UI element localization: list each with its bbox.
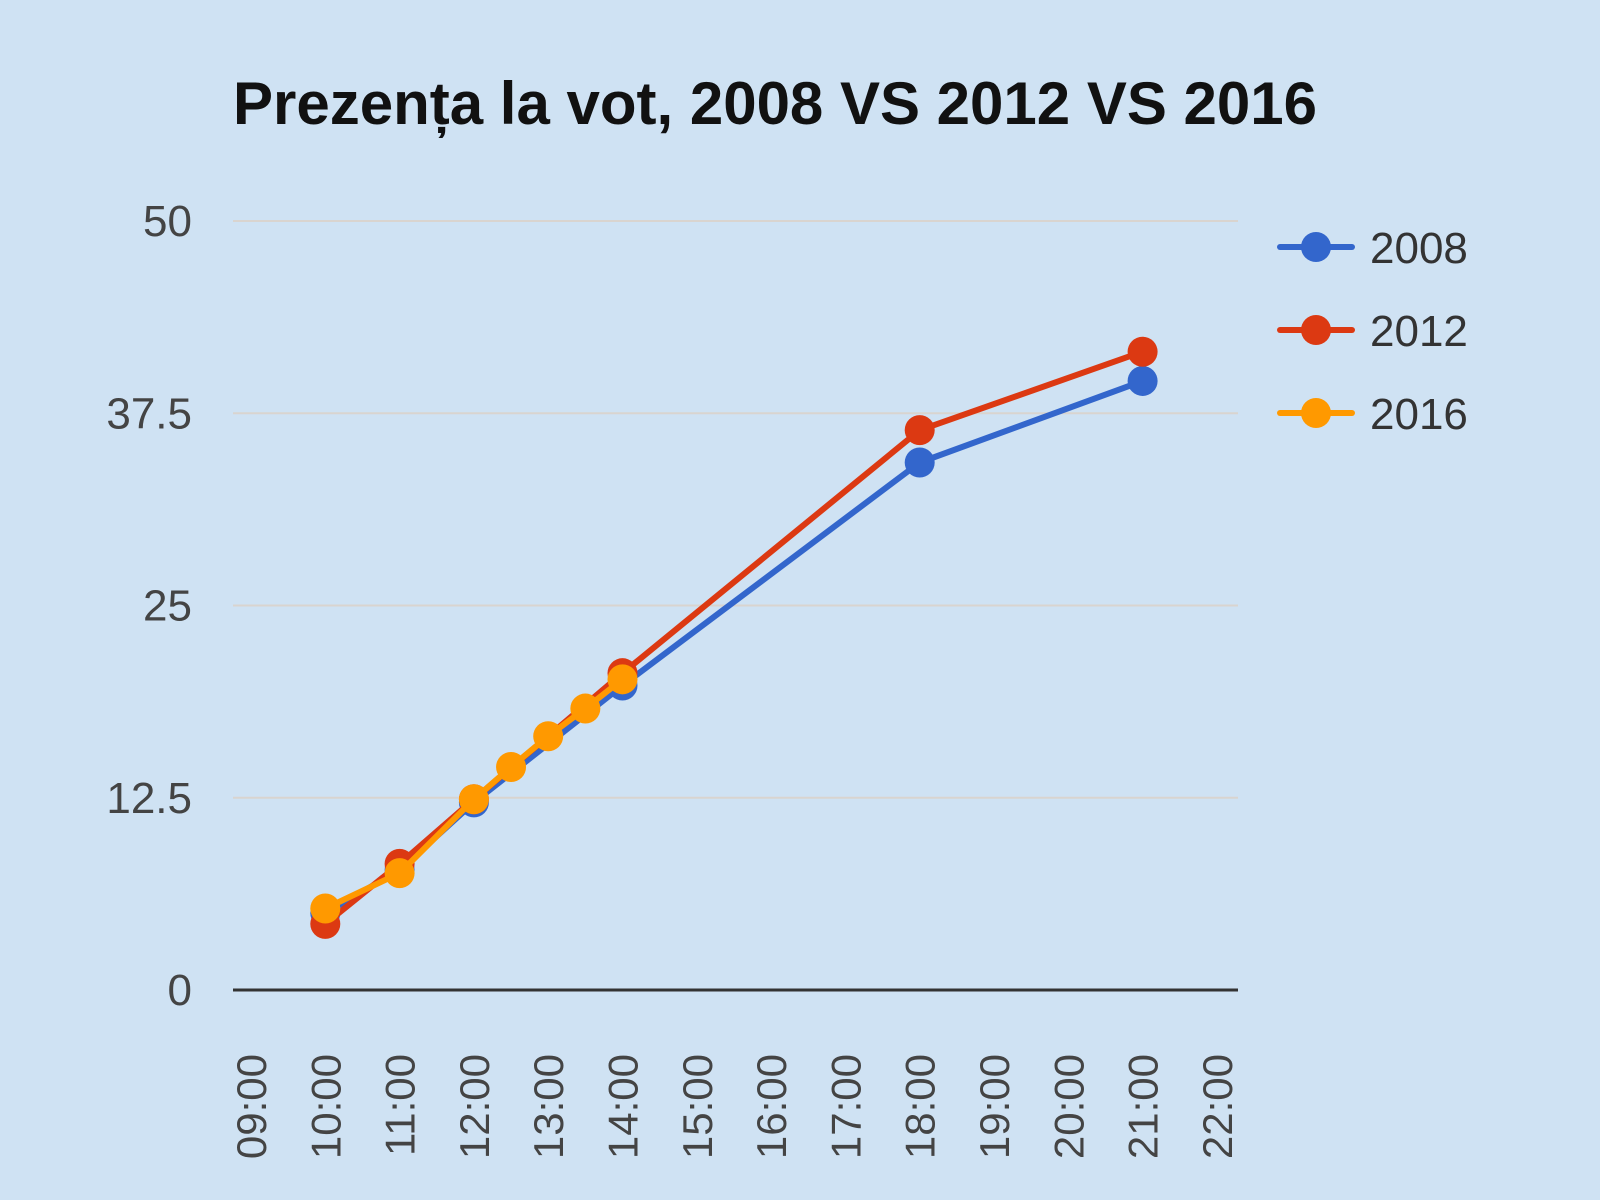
x-tick-label: 17:00 xyxy=(822,1054,869,1159)
series-2012 xyxy=(310,336,1158,939)
x-tick-label: 20:00 xyxy=(1045,1054,1092,1159)
data-point-2012[interactable] xyxy=(904,415,935,446)
legend: 2008 2012 2016 xyxy=(1277,224,1468,439)
data-point-2016[interactable] xyxy=(496,751,527,782)
data-point-2008[interactable] xyxy=(904,447,935,478)
legend-marker xyxy=(1301,232,1331,262)
x-tick-label: 19:00 xyxy=(971,1054,1018,1159)
series-group xyxy=(310,336,1158,939)
x-tick-label: 14:00 xyxy=(600,1054,647,1159)
x-tick-label: 21:00 xyxy=(1120,1054,1167,1159)
x-tick-label: 13:00 xyxy=(525,1054,572,1159)
data-point-2016[interactable] xyxy=(310,893,341,924)
y-axis-ticks: 0 12.5 25 37.5 50 xyxy=(106,197,192,1015)
gridlines xyxy=(233,220,1238,992)
y-tick-label: 0 xyxy=(168,966,192,1015)
data-point-2016[interactable] xyxy=(570,693,601,724)
x-tick-label: 22:00 xyxy=(1194,1054,1241,1159)
x-tick-label: 16:00 xyxy=(748,1054,795,1159)
legend-label: 2016 xyxy=(1370,390,1468,439)
legend-item-2012[interactable]: 2012 xyxy=(1277,307,1468,356)
x-tick-label: 12:00 xyxy=(451,1054,498,1159)
legend-item-2016[interactable]: 2016 xyxy=(1277,390,1468,439)
data-point-2016[interactable] xyxy=(607,664,638,695)
series-2016 xyxy=(310,664,638,924)
x-tick-label: 15:00 xyxy=(674,1054,721,1159)
data-point-2008[interactable] xyxy=(1127,365,1158,396)
data-point-2016[interactable] xyxy=(384,858,415,889)
y-tick-label: 25 xyxy=(143,582,192,631)
x-tick-label: 18:00 xyxy=(897,1054,944,1159)
x-tick-label: 10:00 xyxy=(302,1054,349,1159)
y-tick-label: 50 xyxy=(143,197,192,246)
x-axis-ticks: 09:00 10:00 11:00 12:00 13:00 14:00 15:00 16:00… xyxy=(228,1054,1241,1159)
legend-marker xyxy=(1301,398,1331,428)
series-line-2012 xyxy=(322,348,1146,927)
legend-marker xyxy=(1301,315,1331,345)
y-tick-label: 12.5 xyxy=(106,774,192,823)
legend-label: 2012 xyxy=(1370,307,1468,356)
legend-item-2008[interactable]: 2008 xyxy=(1277,224,1468,273)
x-tick-label: 09:00 xyxy=(228,1054,275,1159)
series-line-2008 xyxy=(322,378,1146,917)
y-tick-label: 37.5 xyxy=(106,389,192,438)
x-tick-label: 11:00 xyxy=(377,1054,424,1156)
data-point-2016[interactable] xyxy=(458,784,489,815)
chart-title: Prezența la vot, 2008 VS 2012 VS 2016 xyxy=(233,70,1317,138)
data-point-2012[interactable] xyxy=(1127,336,1158,367)
legend-label: 2008 xyxy=(1370,224,1468,273)
data-point-2016[interactable] xyxy=(533,721,564,752)
series-2008 xyxy=(310,365,1158,929)
